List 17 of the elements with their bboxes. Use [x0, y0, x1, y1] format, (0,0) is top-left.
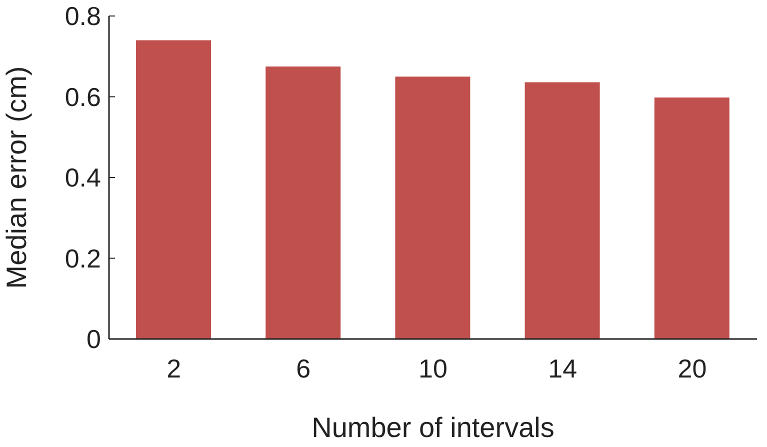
y-axis-title: Median error (cm)	[0, 66, 32, 289]
x-tick-label: 2	[166, 353, 182, 384]
y-tick-label: 0.2	[64, 243, 101, 274]
bar	[136, 40, 211, 339]
y-tick-label: 0.6	[64, 82, 101, 112]
x-axis-title: Number of intervals	[312, 412, 554, 443]
y-tick-label: 0.4	[64, 162, 101, 193]
bar	[266, 66, 341, 339]
bar	[654, 98, 730, 339]
x-tick-label: 14	[548, 353, 578, 384]
x-tick-label: 20	[678, 353, 707, 384]
bar	[524, 82, 600, 339]
x-tick-label: 6	[296, 353, 311, 384]
y-tick-label: 0	[86, 324, 101, 354]
bar	[395, 76, 470, 339]
y-tick-label: 0.8	[64, 1, 101, 32]
x-tick-label: 10	[418, 353, 448, 384]
